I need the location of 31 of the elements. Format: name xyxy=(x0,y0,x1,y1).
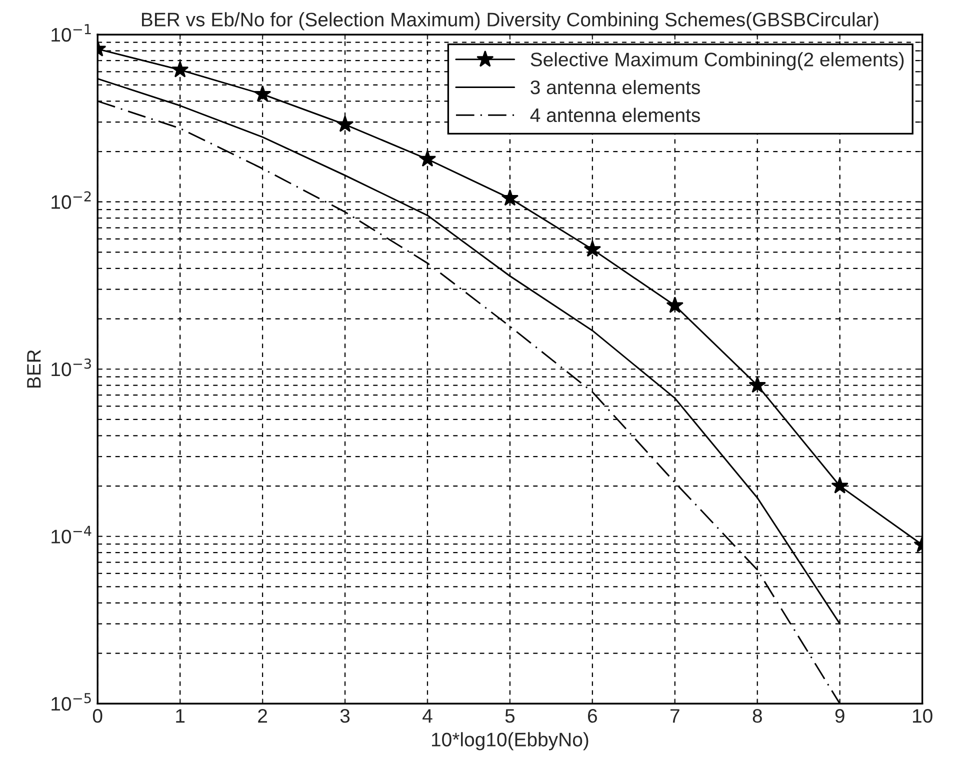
point xyxy=(418,150,436,167)
x-tick-label: 9 xyxy=(835,709,844,723)
x-tick-label: 4 xyxy=(422,709,432,723)
legend-label: Selective Maximum Combining(2 elements) xyxy=(530,52,904,70)
x-tick-label: 7 xyxy=(670,709,680,723)
y-tick-label: 10$^{−2}$ xyxy=(52,191,91,209)
x-tick-label: 6 xyxy=(588,709,597,723)
y-tick-label: 10$^{−1}$ xyxy=(52,24,91,42)
y-tick-label: 10$^{−4}$ xyxy=(52,526,92,544)
point xyxy=(171,60,189,78)
point xyxy=(254,85,272,102)
point xyxy=(501,189,519,206)
y-tick-label: 10$^{−5}$ xyxy=(52,693,91,711)
x-tick-label: 8 xyxy=(752,709,762,723)
x-axis-title: 10*log10(EbbyNo) xyxy=(432,732,588,750)
y-tick-label: 10$^{−3}$ xyxy=(52,358,91,376)
point xyxy=(831,477,848,494)
x-tick-label: 10 xyxy=(912,709,932,723)
y-axis-title: BER xyxy=(27,350,41,388)
point xyxy=(666,296,684,313)
legend-label: 3 antenna elements xyxy=(530,80,700,94)
point xyxy=(748,376,766,393)
chart-title: BER vs Eb/No for (Selection Maximum) Diversity Combining Schemes(GBSBCircular) xyxy=(142,12,878,30)
point xyxy=(584,240,602,257)
x-tick-label: 2 xyxy=(258,709,267,723)
x-tick-label: 0 xyxy=(92,709,102,723)
point xyxy=(336,115,354,132)
x-tick-label: 1 xyxy=(176,709,185,723)
x-tick-label: 5 xyxy=(505,709,515,723)
legend-label: 4 antenna elements xyxy=(530,108,700,122)
x-tick-label: 3 xyxy=(340,709,350,723)
